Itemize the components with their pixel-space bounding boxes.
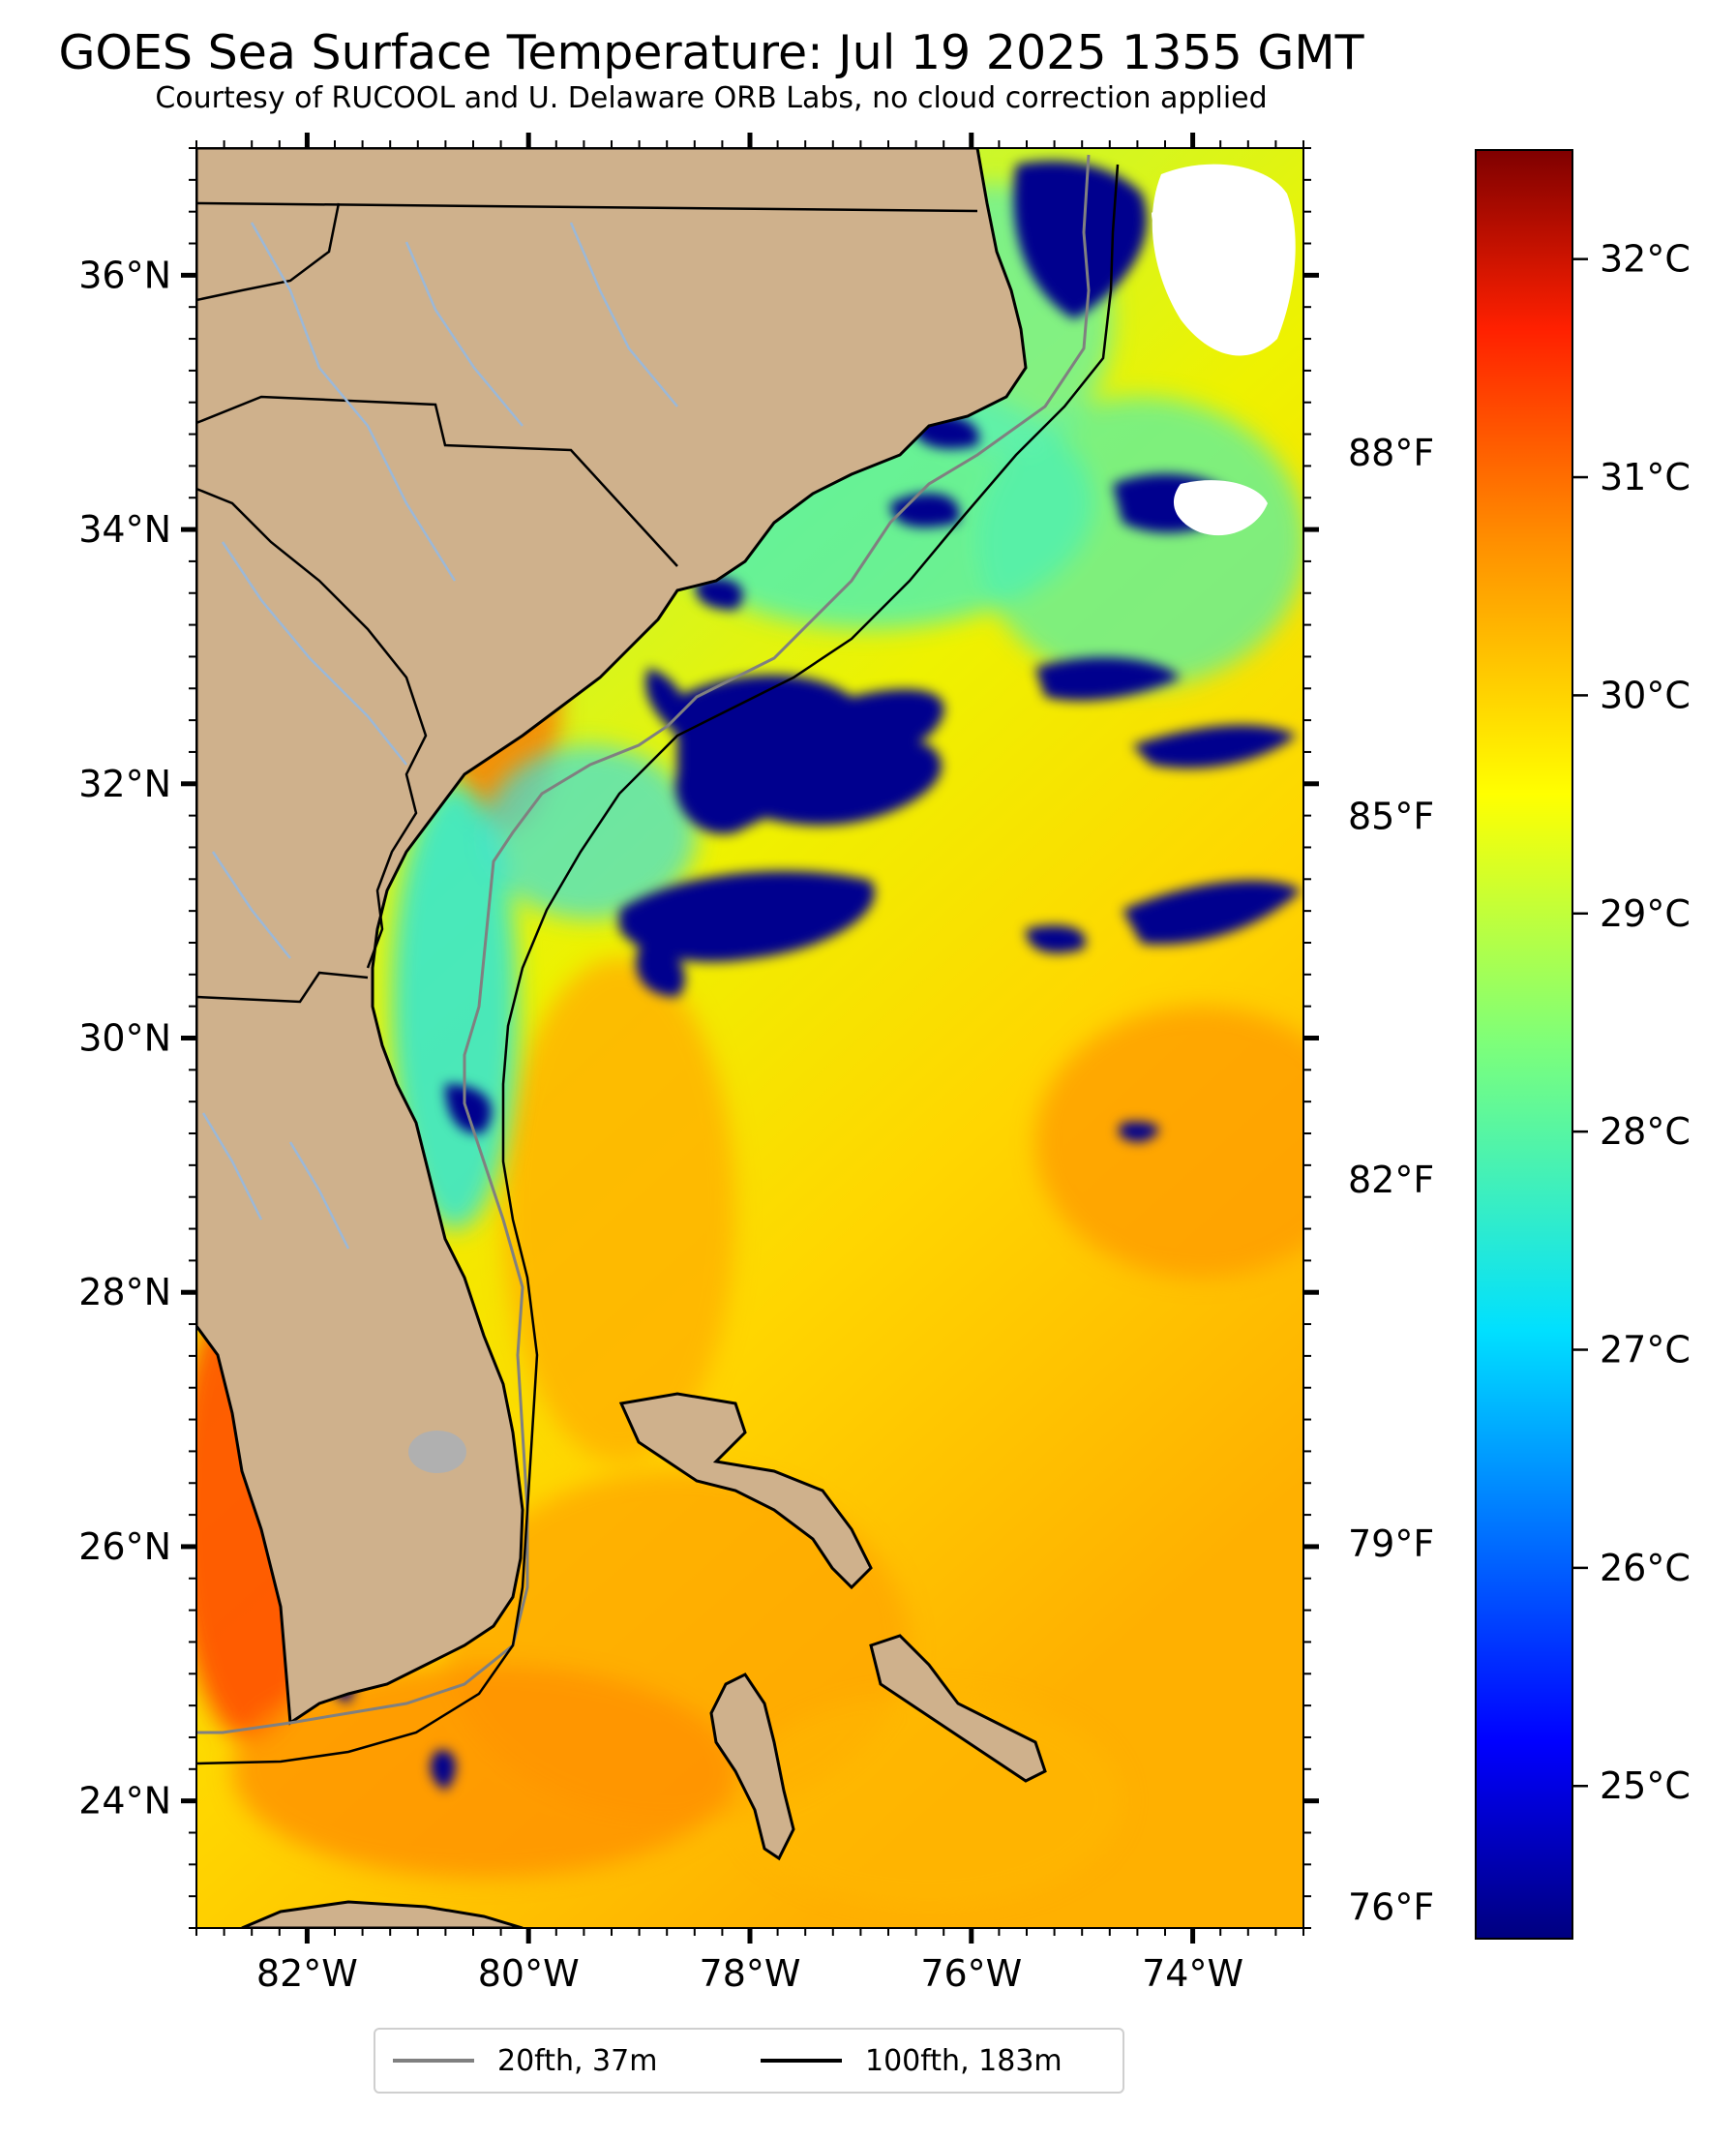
lat-tick-label: 36°N (78, 254, 171, 296)
lat-tick-label: 32°N (78, 763, 171, 805)
map-title: GOES Sea Surface Temperature: Jul 19 202… (58, 25, 1364, 80)
lat-tick-label: 28°N (78, 1271, 171, 1313)
lon-tick-label: 82°W (256, 1952, 358, 1995)
legend-label-100fth: 100fth, 183m (865, 2043, 1063, 2078)
state-borders (196, 201, 978, 1004)
lat-tick-label: 24°N (78, 1780, 171, 1823)
map-subtitle: Courtesy of RUCOOL and U. Delaware ORB L… (155, 81, 1268, 115)
fahrenheit-tick-label: 82°F (1348, 1159, 1434, 1201)
rivers (201, 222, 678, 1250)
legend-line-100fth (761, 2059, 842, 2063)
lon-tick-label: 80°W (478, 1952, 580, 1995)
colorbar-ticks: 32°C 31°C 30°C 29°C 28°C 27°C 26°C 25°C (1572, 238, 1691, 1807)
lat-tick-label: 34°N (78, 508, 171, 551)
map-area (196, 148, 1303, 1928)
lake-okeechobee (408, 1431, 466, 1473)
lon-tick-label: 78°W (700, 1952, 801, 1995)
lon-tick-label: 74°W (1142, 1952, 1243, 1995)
andros-island (709, 1673, 795, 1861)
fahrenheit-tick-label: 76°F (1348, 1885, 1434, 1928)
lon-tick-label: 76°W (920, 1952, 1022, 1995)
fahrenheit-tick-label: 79°F (1348, 1522, 1434, 1565)
isobath-100fth-line (196, 164, 1120, 1765)
colorbar-tick-label: 27°C (1600, 1329, 1691, 1371)
colorbar-tick-label: 30°C (1600, 674, 1691, 716)
colorbar-tick-label: 31°C (1600, 456, 1691, 498)
cloud-white-patches (1152, 164, 1296, 536)
legend-item-20fth: 20fth, 37m (393, 2030, 657, 2092)
cuba-coast (241, 1900, 524, 1928)
colorbar-tick-label: 28°C (1600, 1110, 1691, 1153)
colorbar-tick-label: 25°C (1600, 1764, 1691, 1807)
legend-line-20fth (393, 2059, 474, 2063)
us-southeast-coast (196, 148, 1028, 1726)
great-abaco-island (618, 1392, 873, 1590)
legend-item-100fth: 100fth, 183m (761, 2030, 1063, 2092)
colorbar-tick-label: 29°C (1600, 892, 1691, 935)
lat-tick-label: 26°N (78, 1525, 171, 1568)
map-axes: 36°N 34°N 32°N 30°N 28°N 26°N 24°N 82°W 80°W 78°W… (78, 133, 1434, 1995)
colorbar-tick-label: 32°C (1600, 238, 1691, 281)
fahrenheit-tick-label: 88°F (1348, 432, 1434, 474)
land-masses (196, 148, 1047, 1928)
colorbar (1475, 149, 1573, 1940)
eleuthera-island (869, 1634, 1047, 1783)
colorbar-tick-label: 26°C (1600, 1547, 1691, 1589)
fahrenheit-tick-label: 85°F (1348, 796, 1434, 838)
isobath-legend: 20fth, 37m 100fth, 183m (374, 2028, 1124, 2094)
legend-label-20fth: 20fth, 37m (497, 2043, 658, 2078)
lat-tick-label: 30°N (78, 1017, 171, 1060)
